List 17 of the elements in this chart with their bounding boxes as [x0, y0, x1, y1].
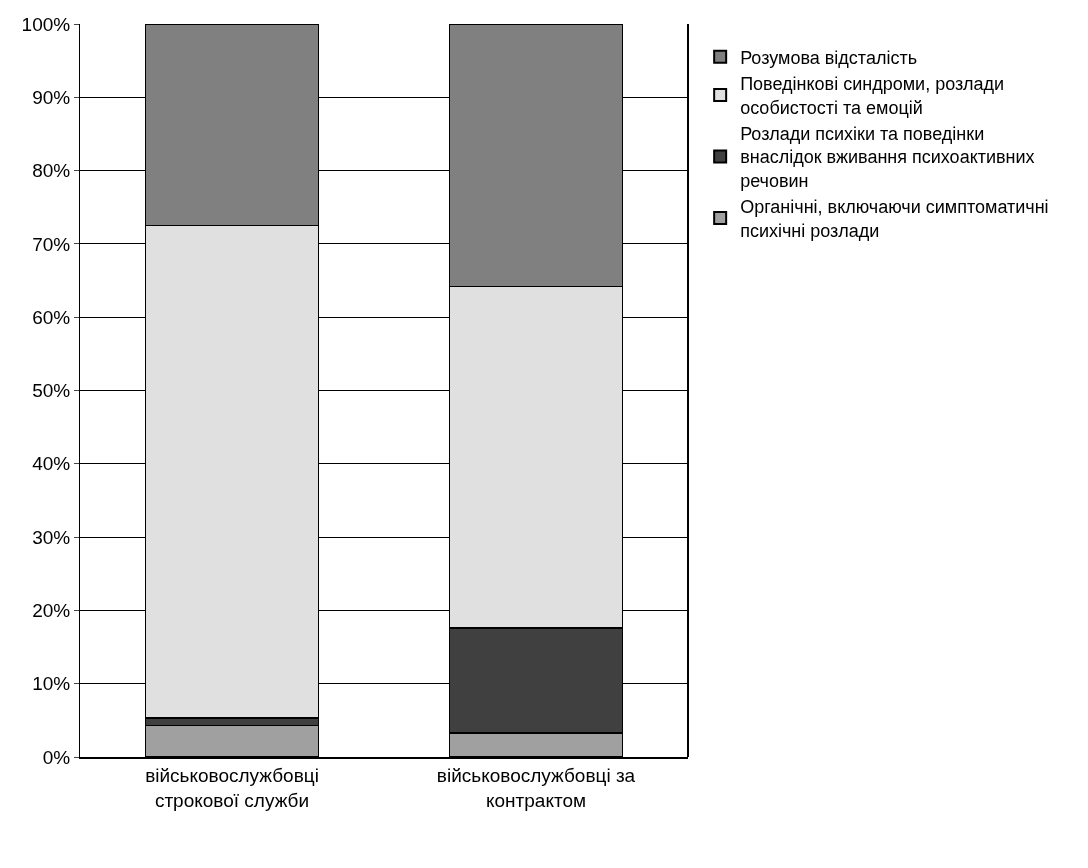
legend-label: Розлади психіки та поведінки внаслідок вживання психоактивних речовин	[740, 124, 1035, 191]
y-tick-label: 20%	[32, 600, 71, 622]
y-tick-label: 80%	[32, 160, 71, 182]
y-tick-label: 10%	[32, 673, 71, 695]
y-tick-label: 60%	[32, 306, 71, 328]
y-tick-label: 100%	[21, 13, 71, 35]
y-tick-label: 90%	[32, 86, 71, 108]
y-tick-label: 70%	[32, 233, 71, 255]
y-tick-label: 0%	[42, 746, 71, 768]
x-tick-label: військовослужбовці строкової служби	[145, 764, 319, 811]
legend-label: Розумова відсталість	[740, 47, 918, 68]
legend-label: Поведінкові синдроми, розлади особистості та емоцій	[740, 74, 1005, 118]
y-tick-label: 50%	[32, 380, 71, 402]
legend-label: Органічні, включаючи симптоматичні психічні розлади	[740, 197, 1049, 241]
y-tick-label: 30%	[32, 526, 71, 548]
y-tick-label: 40%	[32, 453, 71, 475]
x-tick-label: військовослужбовці за контрактом	[436, 764, 636, 811]
